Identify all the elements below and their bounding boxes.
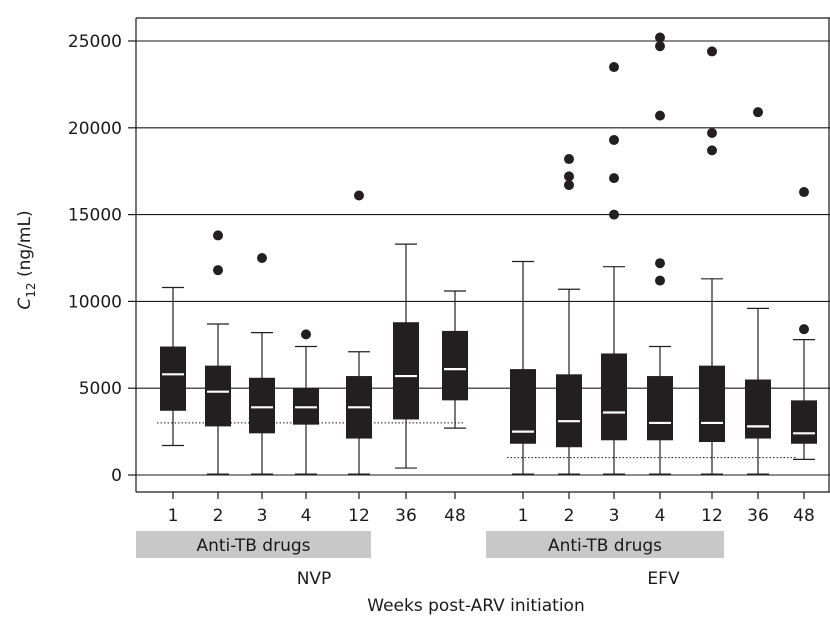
y-tick-label-10000: 10000 [68,292,122,312]
group-labels: NVP EFV [297,569,680,589]
outlier-efv-week-36-0 [753,107,763,118]
outlier-efv-week-4-3 [655,41,665,52]
box-efv-week-2 [556,374,582,448]
band-label-nvp: Anti-TB drugs [196,536,310,556]
x-tick-label-nvp-week-36: 36 [395,506,417,526]
group-label-nvp: NVP [297,569,332,589]
box-nvp-week-36 [393,322,419,420]
outlier-efv-week-3-0 [609,209,619,220]
x-tick-label-nvp-week-12: 12 [348,506,370,526]
outlier-nvp-week-2-1 [213,230,223,241]
outlier-efv-week-48-1 [799,187,809,198]
y-tick-label-0: 0 [111,466,122,486]
band-nvp [136,531,371,558]
treatment-bands: Anti-TB drugs Anti-TB drugs [136,531,724,558]
outlier-efv-week-2-0 [564,180,574,191]
outlier-efv-week-4-4 [655,32,665,43]
x-tick-label-nvp-week-4: 4 [301,506,312,526]
outlier-efv-week-12-1 [707,128,717,139]
axes [128,17,830,499]
box-efv-week-36 [745,379,771,439]
outlier-nvp-week-4-0 [301,329,311,340]
outlier-efv-week-3-3 [609,62,619,73]
x-tick-label-nvp-week-1: 1 [168,506,179,526]
gridlines [136,40,830,476]
box-efv-week-12 [699,365,725,443]
x-tick-label-nvp-week-48: 48 [444,506,466,526]
box-efv-week-3 [601,353,627,441]
outlier-efv-week-3-1 [609,173,619,184]
box-efv-week-48 [791,400,817,444]
box-nvp-week-48 [442,330,468,401]
band-efv [486,531,724,558]
y-tick-label-5000: 5000 [79,379,122,399]
x-tick-label-efv-week-2: 2 [564,506,575,526]
box-nvp-week-2 [205,365,231,427]
x-tick-label-efv-week-4: 4 [655,506,666,526]
x-tick-label-efv-week-36: 36 [747,506,769,526]
x-axis-label: Weeks post-ARV initiation [367,596,584,616]
y-axis-label: C12 (ng/mL) [15,210,38,309]
x-tick-label-efv-week-12: 12 [701,506,723,526]
box-nvp-week-3 [249,377,275,434]
outlier-efv-week-2-2 [564,154,574,165]
box-series [160,32,817,475]
y-axis-label-sub: 12 [24,282,38,297]
y-tick-label-25000: 25000 [68,32,122,52]
outlier-efv-week-12-2 [707,46,717,57]
outlier-nvp-week-12-0 [354,190,364,201]
y-axis-label-main: C [15,298,35,310]
x-tick-labels: 1 2 3 4 12 36 48 1 2 3 4 12 36 48 [168,506,815,526]
x-tick-label-nvp-week-3: 3 [257,506,268,526]
x-tick-label-efv-week-48: 48 [793,506,815,526]
outlier-efv-week-4-1 [655,258,665,269]
box-nvp-week-1 [160,346,186,411]
outlier-efv-week-4-2 [655,110,665,121]
outlier-efv-week-2-1 [564,171,574,182]
box-efv-week-4 [647,376,673,441]
y-tick-labels: 0 5000 10000 15000 20000 25000 [68,32,122,486]
outlier-nvp-week-3-0 [257,253,267,263]
band-label-efv: Anti-TB drugs [548,536,662,556]
group-label-efv: EFV [647,569,680,589]
outlier-efv-week-48-0 [799,324,809,335]
outlier-efv-week-12-0 [707,145,717,156]
x-tick-label-efv-week-3: 3 [609,506,620,526]
outlier-efv-week-4-0 [655,275,665,286]
outlier-nvp-week-2-0 [213,265,223,276]
y-tick-label-15000: 15000 [68,206,122,226]
y-tick-label-20000: 20000 [68,119,122,139]
outlier-efv-week-3-2 [609,134,619,145]
x-tick-label-efv-week-1: 1 [518,506,529,526]
y-axis-label-unit: (ng/mL) [15,210,35,282]
x-tick-label-nvp-week-2: 2 [213,506,224,526]
